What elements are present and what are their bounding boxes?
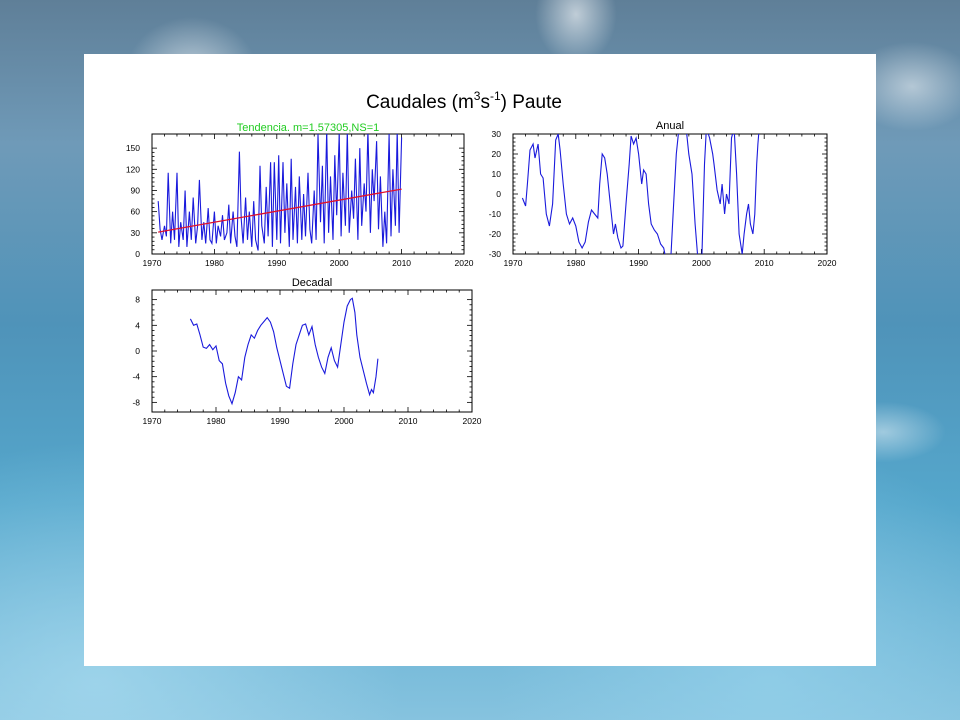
y-tick-label: 20 — [492, 149, 502, 159]
y-tick-label: 10 — [492, 169, 502, 179]
trend-line — [158, 188, 402, 233]
x-tick-label: 1990 — [271, 416, 290, 426]
x-tick-label: 2020 — [818, 258, 837, 268]
panel-title: Anual — [656, 120, 684, 132]
y-tick-label: 0 — [496, 189, 501, 199]
series-line — [189, 297, 379, 406]
x-tick-label: 1970 — [504, 258, 523, 268]
x-tick-label: 2010 — [399, 416, 418, 426]
y-tick-label: 30 — [492, 129, 502, 139]
figure: Caudales (m3s-1) Paute 1970 1980 1990 2000 2… — [126, 89, 837, 426]
panel-title: Decadal — [292, 277, 332, 289]
y-tick-label: -10 — [489, 209, 502, 219]
y-tick-label: 90 — [131, 185, 141, 195]
y-tick-label: 60 — [131, 207, 141, 217]
y-tick-label: 30 — [131, 228, 141, 238]
x-tick-label: 2020 — [463, 416, 482, 426]
y-tick-label: -20 — [489, 229, 502, 239]
x-tick-label: 2020 — [455, 258, 474, 268]
x-tick-label: 1970 — [143, 416, 162, 426]
x-tick-label: 1990 — [267, 258, 286, 268]
panel-2: 1970 1980 1990 2000 2010 2020 -8 -4 0 4 8 Decadal — [132, 277, 481, 426]
x-tick-label: 1980 — [207, 416, 226, 426]
y-tick-label: -30 — [489, 249, 502, 259]
series-line — [157, 134, 403, 251]
x-tick-label: 2010 — [755, 258, 774, 268]
y-tick-label: -8 — [132, 397, 140, 407]
plot-frame — [151, 289, 473, 413]
x-tick-label: 2000 — [330, 258, 349, 268]
series-line — [521, 134, 760, 254]
panel-subtitle: Tendencia. m=1.57305,NS=1 — [237, 122, 380, 134]
y-tick-label: 150 — [126, 143, 140, 153]
x-tick-label: 1990 — [629, 258, 648, 268]
panel-1: 1970 1980 1990 2000 2010 2020 -30 -20 -10 0 10 20 30… — [489, 120, 837, 268]
x-tick-label: 1980 — [566, 258, 585, 268]
plot-frame — [151, 133, 465, 255]
x-tick-label: 1970 — [143, 258, 162, 268]
x-tick-label: 2000 — [335, 416, 354, 426]
y-tick-label: 0 — [135, 346, 140, 356]
y-tick-label: 4 — [135, 320, 140, 330]
y-tick-label: 0 — [135, 249, 140, 259]
panel-0: 1970 1980 1990 2000 2010 2020 0 30 60 90 120 150 Ten… — [126, 122, 474, 268]
x-tick-label: 1980 — [205, 258, 224, 268]
y-tick-label: 120 — [126, 164, 140, 174]
y-tick-label: 8 — [135, 295, 140, 305]
x-tick-label: 2010 — [392, 258, 411, 268]
figure-title: Caudales (m3s-1) Paute — [366, 89, 562, 113]
x-tick-label: 2000 — [692, 258, 711, 268]
y-tick-label: -4 — [132, 372, 140, 382]
slide: Caudales (m3s-1) Paute 1970 1980 1990 2000 2… — [84, 54, 876, 666]
